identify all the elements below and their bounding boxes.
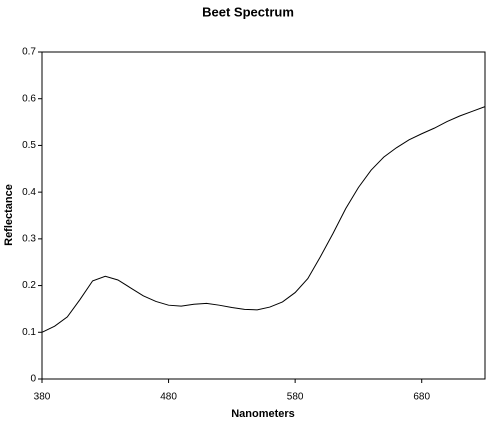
y-tick-label: 0.5: [22, 140, 36, 151]
y-axis-label: Reflectance: [3, 184, 15, 246]
y-tick-label: 0.3: [22, 233, 36, 244]
x-tick-label: 380: [34, 392, 51, 403]
y-tick-label: 0: [30, 374, 36, 385]
y-tick-label: 0.7: [22, 47, 36, 58]
y-tick-label: 0.6: [22, 93, 36, 104]
line-series: [41, 106, 486, 333]
x-axis-label: Nanometers: [231, 408, 295, 420]
x-tick-label: 480: [160, 392, 177, 403]
x-tick-label: 680: [413, 392, 430, 403]
x-tick-label: 580: [287, 392, 304, 403]
y-tick-label: 0.1: [22, 327, 36, 338]
y-tick-label: 0.2: [22, 280, 36, 291]
plot-frame: [41, 51, 486, 380]
chart-title: Beet Spectrum: [202, 4, 294, 19]
y-tick-label: 0.4: [22, 187, 36, 198]
